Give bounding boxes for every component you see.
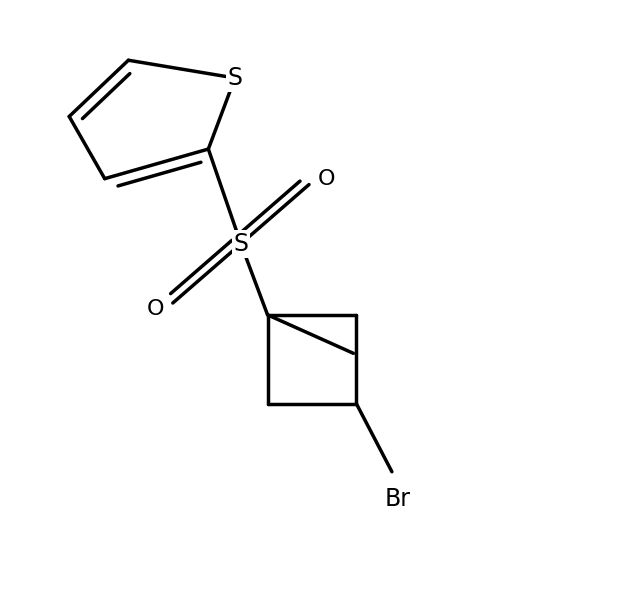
Text: S: S bbox=[234, 231, 248, 256]
Text: S: S bbox=[227, 66, 242, 90]
Text: O: O bbox=[146, 299, 164, 319]
Text: O: O bbox=[318, 168, 336, 188]
Text: Br: Br bbox=[385, 487, 411, 510]
